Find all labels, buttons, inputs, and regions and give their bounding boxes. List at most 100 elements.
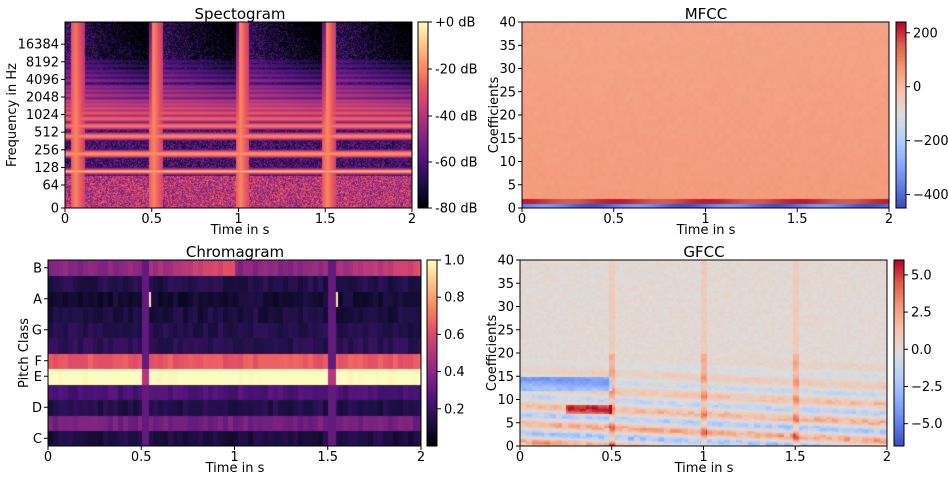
gfcc-colorbar [894, 260, 904, 446]
spectogram-x-tick-label: 0 [61, 212, 69, 227]
chromagram-ylabel: Pitch Class [17, 318, 32, 388]
spectogram-panel: Spectogram 0 0.5 1 1.5 2 0 64 128 256 512 1024 204… [5, 5, 478, 238]
mfcc-y-tick-label: 35 [499, 39, 516, 54]
chromagram-panel: Chromagram 0 0.5 1 1.5 2 C D EF G A B Time in s P… [17, 243, 465, 476]
gfcc-x-tick-label: 1.5 [785, 450, 806, 465]
gfcc-y-tick-label: 20 [497, 347, 514, 362]
spectogram-heatmap [65, 22, 412, 208]
gfcc-x-tick-label: 0 [516, 450, 524, 465]
mfcc-colorbar-tick-label: −200 [913, 134, 948, 149]
mfcc-title: MFCC [685, 5, 728, 23]
chromagram-y-tick-label: E [34, 370, 42, 385]
mfcc-y-tick-label: 20 [499, 109, 516, 124]
spectogram-colorbar-tick-label: -20 dB [435, 63, 478, 78]
chromagram-y-tick-label: A [33, 292, 42, 307]
gfcc-x-ticks: 0 0.5 1 1.5 2 [516, 446, 891, 465]
mfcc-y-tick-label: 30 [499, 62, 516, 77]
spectogram-colorbar-tick-label: +0 dB [435, 16, 475, 31]
mfcc-colorbar-tick-label: 0 [913, 80, 921, 95]
gfcc-colorbar-tick-label: 0.0 [911, 343, 932, 358]
gfcc-y-tick-label: 15 [497, 370, 514, 385]
spectogram-y-tick-label: 2048 [26, 91, 59, 106]
gfcc-x-tick-label: 2 [883, 450, 891, 465]
chromagram-x-tick-label: 1.5 [317, 450, 338, 465]
chromagram-colorbar-tick-label: 1.0 [444, 254, 465, 269]
chromagram-x-tick-label: 2 [417, 450, 425, 465]
gfcc-title: GFCC [683, 243, 724, 261]
chromagram-y-tick-label: B [33, 261, 42, 276]
gfcc-y-tick-label: 10 [497, 393, 514, 408]
spectogram-x-tick-label: 0.5 [141, 212, 162, 227]
gfcc-colorbar-tick-label: 5.0 [911, 268, 932, 283]
chromagram-x-ticks: 0 0.5 1 1.5 2 [44, 446, 425, 465]
spectogram-title: Spectogram [194, 5, 285, 23]
chromagram-y-tick-label: G [32, 323, 42, 338]
mfcc-y-ticks: 0 5 10 15 20 25 30 35 40 [499, 16, 522, 217]
gfcc-colorbar-tick-label: −5.0 [911, 417, 943, 432]
mfcc-colorbar-tick-label: −400 [913, 188, 948, 203]
mfcc-x-tick-label: 0 [518, 212, 526, 227]
gfcc-x-tick-label: 1 [699, 450, 707, 465]
spectogram-colorbar-ticks: +0 dB -20 dB -40 dB -60 dB -80 dB [428, 16, 478, 217]
gfcc-colorbar-tick-label: 2.5 [911, 306, 932, 321]
mfcc-x-tick-label: 2 [885, 212, 893, 227]
spectogram-y-tick-label: 64 [42, 179, 59, 194]
mfcc-y-tick-label: 10 [499, 155, 516, 170]
spectogram-y-tick-label: 0 [51, 202, 59, 217]
gfcc-y-tick-label: 40 [497, 254, 514, 269]
chromagram-colorbar-tick-label: 0.4 [444, 365, 465, 380]
chromagram-x-tick-label: 0 [44, 450, 52, 465]
spectogram-colorbar [418, 22, 428, 208]
mfcc-y-tick-label: 15 [499, 132, 516, 147]
chromagram-title: Chromagram [186, 243, 284, 261]
gfcc-colorbar-ticks: 5.0 2.5 0.0 −2.5 −5.0 [904, 268, 943, 432]
spectogram-x-tick-label: 1 [234, 212, 242, 227]
chromagram-colorbar-ticks: 1.0 0.8 0.6 0.4 0.2 [437, 254, 465, 417]
gfcc-y-ticks: 0 5 10 15 20 25 30 35 40 [497, 254, 520, 455]
spectogram-ylabel: Frequency in Hz [5, 63, 20, 167]
mfcc-ylabel: Coefficients [487, 77, 502, 154]
chromagram-colorbar-tick-label: 0.8 [444, 291, 465, 306]
spectogram-colorbar-tick-label: -60 dB [435, 156, 478, 171]
mfcc-x-ticks: 0 0.5 1 1.5 2 [518, 208, 893, 227]
chromagram-y-tick-label: F [35, 354, 42, 369]
spectogram-y-tick-label: 512 [34, 126, 59, 141]
mfcc-y-tick-label: 25 [499, 85, 516, 100]
chromagram-x-tick-label: 0.5 [131, 450, 152, 465]
spectogram-y-tick-label: 128 [34, 161, 59, 176]
gfcc-x-tick-label: 0.5 [601, 450, 622, 465]
gfcc-y-tick-label: 35 [497, 277, 514, 292]
mfcc-x-tick-label: 1 [701, 212, 709, 227]
spectogram-colorbar-tick-label: -40 dB [435, 110, 478, 125]
spectogram-y-tick-label: 256 [34, 143, 59, 158]
mfcc-xlabel: Time in s [676, 223, 736, 238]
spectogram-y-tick-label: 16384 [18, 38, 59, 53]
mfcc-x-tick-label: 1.5 [787, 212, 808, 227]
spectogram-y-tick-label: 1024 [26, 108, 59, 123]
gfcc-xlabel: Time in s [674, 461, 734, 476]
gfcc-ylabel: Coefficients [485, 315, 500, 392]
chromagram-y-ticks: C D EF G A B [32, 261, 48, 447]
chromagram-heatmap [48, 260, 421, 446]
gfcc-y-tick-label: 5 [506, 416, 514, 431]
gfcc-y-tick-label: 30 [497, 300, 514, 315]
gfcc-y-tick-label: 0 [506, 440, 514, 455]
chromagram-y-tick-label: D [32, 401, 42, 416]
spectogram-colorbar-tick-label: -80 dB [435, 202, 478, 217]
mfcc-colorbar-tick-label: 200 [913, 26, 938, 41]
mfcc-colorbar-ticks: 200 0 −200 −400 [906, 26, 948, 203]
spectogram-x-ticks: 0 0.5 1 1.5 2 [61, 208, 416, 227]
spectogram-y-ticks: 0 64 128 256 512 1024 2048 4096 8192 16384 [18, 38, 65, 217]
spectogram-x-tick-label: 1.5 [315, 212, 336, 227]
spectogram-y-tick-label: 8192 [26, 55, 59, 70]
mfcc-colorbar [896, 22, 906, 208]
mfcc-panel: MFCC 0 0.5 1 1.5 2 0 5 10 15 20 25 30 35 40 Time in … [487, 5, 948, 238]
mfcc-y-tick-label: 0 [508, 202, 516, 217]
mfcc-y-tick-label: 40 [499, 16, 516, 31]
gfcc-colorbar-tick-label: −2.5 [911, 380, 943, 395]
chromagram-colorbar [427, 260, 437, 446]
gfcc-panel: GFCC 0 0.5 1 1.5 2 0 5 10 15 20 25 30 35 40 Time in … [485, 243, 943, 476]
spectogram-y-tick-label: 4096 [26, 73, 59, 88]
mfcc-y-tick-label: 5 [508, 178, 516, 193]
